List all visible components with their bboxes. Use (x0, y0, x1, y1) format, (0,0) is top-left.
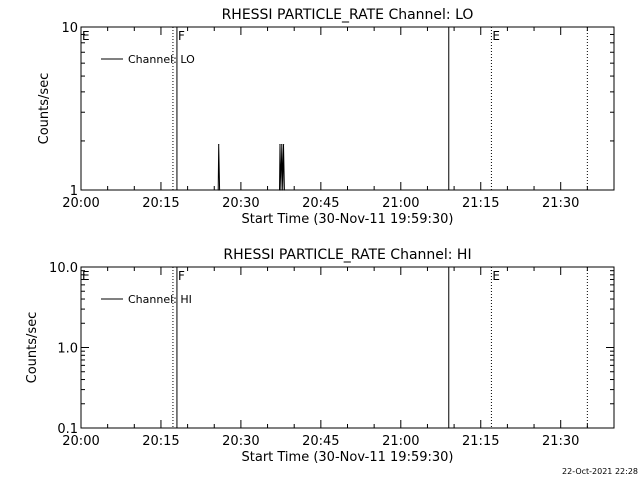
event-marker-label: F (178, 269, 185, 283)
data-point (282, 143, 285, 146)
y-tick-label: 10 (61, 21, 78, 36)
x-tick-label: 21:30 (542, 434, 579, 449)
chart-title: RHESSI PARTICLE_RATE Channel: LO (222, 7, 474, 23)
event-marker-label: E (492, 29, 500, 43)
x-tick-label: 21:15 (462, 434, 499, 449)
chart-title: RHESSI PARTICLE_RATE Channel: HI (223, 247, 471, 263)
plot-frame (80, 266, 615, 429)
x-tick-label: 20:45 (302, 434, 339, 449)
data-point (279, 143, 281, 146)
data-point (281, 143, 283, 146)
footer-timestamp: 22-Oct-2021 22:28 (562, 467, 638, 476)
event-marker-label: E (82, 269, 90, 283)
legend-entry: Channel: LO (128, 53, 195, 66)
y-tick-label: 0.1 (57, 422, 78, 437)
y-tick-label: 1 (70, 184, 78, 199)
y-axis-label: Counts/sec (37, 73, 52, 145)
x-tick-label: 20:30 (222, 434, 259, 449)
y-axis-label: Counts/sec (25, 312, 40, 384)
legend-entry: Channel: HI (128, 293, 192, 306)
x-tick-label: 21:15 (462, 196, 499, 211)
event-marker-label: E (492, 269, 500, 283)
x-tick-label: 20:00 (62, 196, 99, 211)
event-marker-label: F (178, 29, 185, 43)
x-tick-label: 20:15 (142, 434, 179, 449)
y-tick-label: 10.0 (49, 261, 78, 276)
x-tick-label: 21:00 (382, 434, 419, 449)
data-point (282, 189, 284, 191)
x-tick-label: 21:30 (542, 196, 579, 211)
x-tick-label: 20:00 (62, 434, 99, 449)
event-marker-label: E (82, 29, 90, 43)
x-tick-label: 20:30 (222, 196, 259, 211)
data-point (218, 189, 221, 191)
x-axis-label: Start Time (30-Nov-11 19:59:30) (242, 450, 454, 465)
data-point (217, 189, 219, 191)
x-tick-label: 20:45 (302, 196, 339, 211)
x-tick-label: 20:15 (142, 196, 179, 211)
series-line (217, 144, 285, 191)
data-point (283, 189, 286, 191)
data-point (278, 189, 281, 191)
x-tick-label: 21:00 (382, 196, 419, 211)
data-point (280, 189, 282, 191)
y-tick-label: 1.0 (57, 342, 78, 357)
x-axis-label: Start Time (30-Nov-11 19:59:30) (242, 212, 454, 227)
panel-2 (80, 266, 615, 429)
panel-1 (80, 26, 615, 191)
plot-frame (80, 26, 615, 191)
data-point (218, 143, 220, 146)
